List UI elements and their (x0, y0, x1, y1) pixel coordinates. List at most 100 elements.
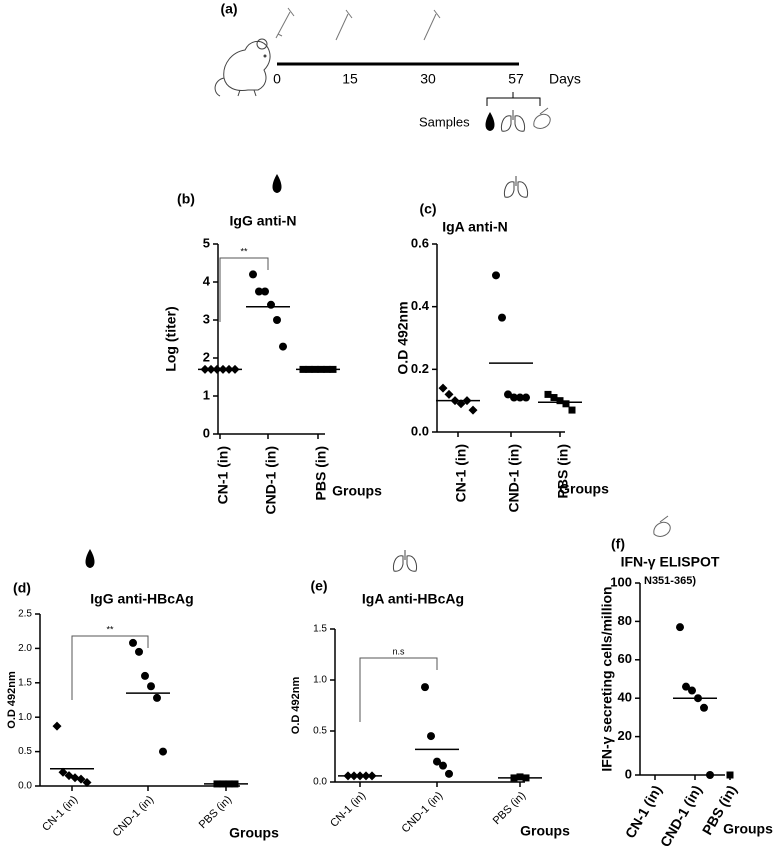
data-point (255, 287, 263, 296)
data-point (706, 771, 714, 779)
y-tick-label: 0.0 (313, 777, 327, 788)
panel-label: (d) (13, 580, 31, 596)
data-point (58, 767, 68, 777)
blood-icon (85, 549, 95, 568)
data-point (688, 686, 696, 695)
data-point (544, 390, 552, 398)
x-axis-label: Groups (520, 823, 570, 839)
significance-bracket (71, 635, 149, 700)
data-point (726, 771, 734, 779)
data-point (568, 406, 576, 414)
x-tick-label: CND-1 (in) (657, 782, 705, 847)
y-tick-label: 2 (203, 349, 210, 364)
x-tick-label: CN-1 (in) (328, 790, 368, 830)
significance-label: ** (240, 246, 248, 256)
day-label: 57 (508, 71, 524, 87)
x-tick-label: CN-1 (in) (453, 444, 469, 502)
x-axis-label: Groups (559, 481, 609, 497)
day-label: 0 (273, 71, 281, 87)
data-point (438, 383, 448, 393)
y-tick-label: 0.6 (411, 235, 429, 250)
y-tick-label: 1.5 (18, 677, 32, 688)
data-point (427, 732, 435, 741)
panel-label: (c) (419, 201, 436, 217)
x-tick-label: CND-1 (in) (263, 446, 279, 514)
data-point (510, 393, 518, 402)
x-axis-label: Groups (332, 483, 382, 499)
significance-bracket (359, 657, 438, 722)
data-point (550, 394, 558, 402)
data-point (444, 389, 454, 399)
y-tick-label: 1.0 (313, 675, 327, 686)
x-tick-label: PBS (in) (555, 444, 571, 498)
y-tick-label: 80 (618, 613, 632, 628)
data-point (516, 773, 524, 781)
sample-bracket (486, 92, 541, 106)
y-tick-label: 0.4 (411, 298, 430, 313)
data-point (141, 671, 149, 680)
y-axis-label: O.D 492nm (395, 301, 411, 374)
y-axis-label: O.D 492nm (290, 677, 302, 735)
day-label: 15 (342, 71, 358, 87)
data-point (129, 638, 137, 647)
data-point (52, 721, 62, 731)
y-tick-label: 0.0 (411, 423, 429, 438)
chart-subtitle: N351-365) (644, 575, 696, 587)
data-point (261, 287, 269, 296)
data-point (556, 397, 564, 405)
data-point (516, 393, 524, 402)
y-tick-label: 3 (203, 311, 210, 326)
y-tick-label: 4 (203, 273, 211, 288)
data-point (159, 747, 167, 756)
y-tick-label: 1 (203, 387, 210, 402)
x-tick-label: CN-1 (in) (40, 794, 80, 834)
data-point (562, 400, 570, 408)
day-label: 30 (420, 71, 436, 87)
data-point (700, 703, 708, 712)
lung-icon (503, 176, 529, 198)
chart-title: IgG anti-N (230, 213, 297, 229)
data-point (439, 761, 447, 770)
data-point (249, 270, 257, 279)
lung-icon (500, 110, 526, 132)
x-tick-label: PBS (in) (491, 790, 528, 827)
significance-label: n.s (392, 646, 405, 656)
data-point (522, 393, 530, 402)
x-tick-label: CND-1 (in) (400, 790, 446, 836)
data-point (445, 769, 453, 778)
data-point (147, 682, 155, 691)
x-tick-label: CND-1 (in) (111, 794, 157, 840)
y-tick-label: 0 (625, 766, 632, 781)
x-tick-label: PBS (in) (313, 446, 329, 500)
y-tick-label: 20 (618, 728, 632, 743)
data-point (70, 773, 80, 783)
spleen-icon (653, 515, 671, 537)
panel-label: (b) (177, 191, 195, 207)
data-point (676, 623, 684, 632)
panel-label: (e) (310, 578, 327, 594)
y-tick-label: 1.0 (18, 712, 32, 723)
y-tick-label: 0.5 (313, 726, 327, 737)
y-axis-label: IFN-γ secreting cells/million (599, 586, 615, 771)
data-point (682, 682, 690, 691)
data-point (456, 399, 466, 409)
x-tick-label: CND-1 (in) (506, 444, 522, 512)
data-point (267, 300, 275, 309)
chart-title: IgG anti-HBcAg (90, 591, 193, 607)
blood-icon (272, 174, 282, 193)
lung-icon (392, 550, 418, 572)
data-point (433, 757, 441, 766)
data-point (504, 390, 512, 399)
y-tick-label: 40 (618, 690, 632, 705)
y-tick-label: 100 (610, 574, 632, 589)
x-tick-label: CN-1 (in) (215, 446, 231, 504)
significance-bracket (219, 257, 269, 322)
data-point (273, 316, 281, 324)
data-point (421, 683, 429, 692)
y-tick-label: 2.0 (18, 643, 32, 654)
y-tick-label: 5 (203, 235, 210, 250)
data-point (279, 342, 287, 351)
data-point (135, 647, 143, 656)
y-tick-label: 0.5 (18, 746, 32, 757)
